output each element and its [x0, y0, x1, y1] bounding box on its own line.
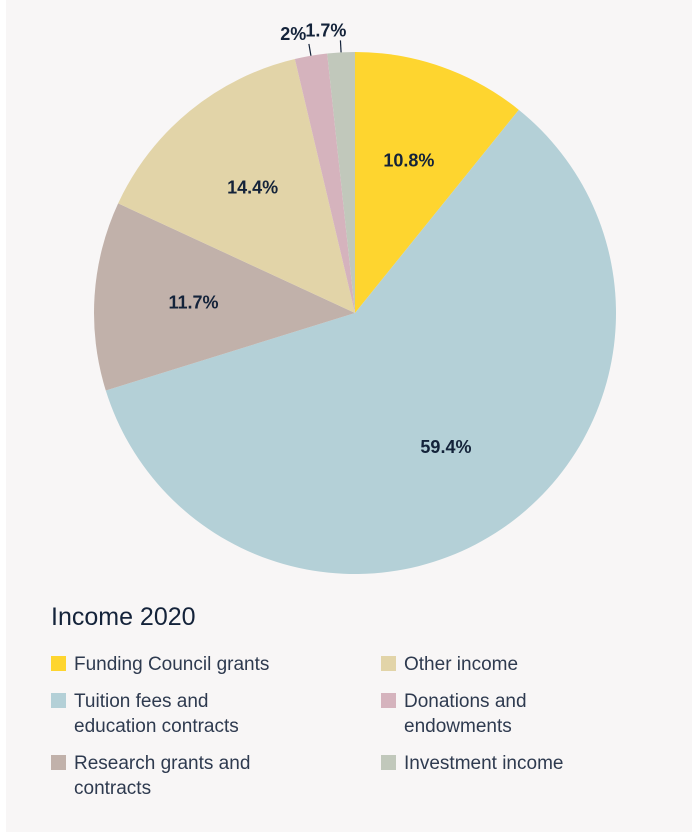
legend-item-funding-council: Funding Council grants [51, 652, 381, 677]
pie-slice-0 [355, 52, 519, 313]
chart-title: Income 2020 [51, 603, 196, 631]
pie-slice-2 [93, 203, 355, 391]
slice-label-1: 59.4% [420, 437, 471, 457]
legend-item-investment: Investment income [381, 751, 671, 801]
legend-item-donations: Donations and endowments [381, 689, 671, 739]
legend-label: Tuition fees and education contracts [74, 691, 239, 737]
legend-item-tuition-fees: Tuition fees and education contracts [51, 689, 381, 739]
legend-label: Donations and endowments [404, 691, 527, 737]
leader-line-5 [339, 40, 342, 53]
legend-label: Investment income [404, 753, 564, 774]
pie-chart: 10.8% 59.4% 11.7% 14.4% 2% 1.7% [93, 20, 616, 574]
legend-swatch [51, 656, 66, 671]
legend-swatch [51, 755, 66, 770]
legend: Funding Council grants Other income Tuit… [51, 652, 671, 801]
slice-label-5: 1.7% [305, 20, 346, 40]
legend-swatch [381, 693, 396, 708]
leader-line-4 [308, 43, 312, 56]
legend-swatch [51, 693, 66, 708]
legend-label: Funding Council grants [74, 654, 270, 675]
slice-label-3: 14.4% [227, 178, 278, 198]
slice-label-0: 10.8% [383, 150, 434, 170]
pie-slice-1 [105, 109, 616, 574]
pie-slice-5 [327, 52, 355, 313]
legend-label: Research grants and contracts [74, 753, 251, 799]
slice-label-2: 11.7% [169, 292, 219, 312]
chart-panel: 10.8% 59.4% 11.7% 14.4% 2% 1.7% Income 2020 F… [6, 0, 692, 832]
legend-item-other-income: Other income [381, 652, 671, 677]
legend-item-research-grants: Research grants and contracts [51, 751, 381, 801]
pie-slice-3 [118, 59, 355, 314]
pie-slice-4 [294, 53, 355, 314]
slice-label-4: 2% [280, 24, 306, 44]
legend-swatch [381, 656, 396, 671]
legend-label: Other income [404, 654, 519, 675]
legend-swatch [381, 755, 396, 770]
